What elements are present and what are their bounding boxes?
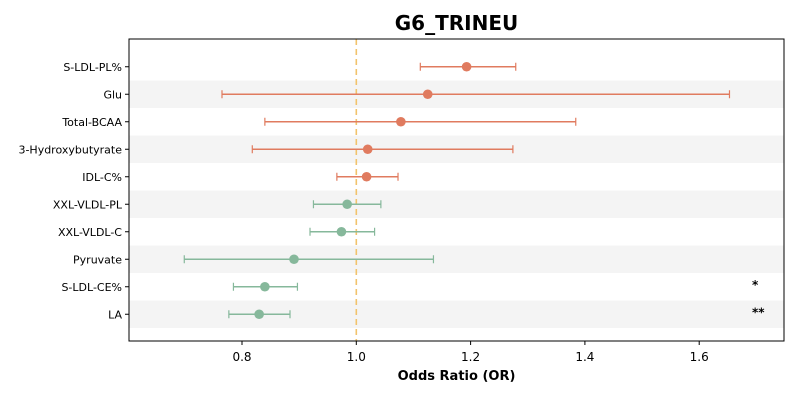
y-tick-label: XXL-VLDL-C — [58, 226, 122, 239]
point-estimate — [260, 281, 270, 292]
y-tick-label: Glu — [103, 88, 122, 101]
y-axis-ticks: S-LDL-PL% Glu Total-BCAA 3-Hydroxybutyrate I… — [18, 61, 129, 321]
point-estimate — [461, 61, 472, 72]
significance-marker: ** — [752, 305, 765, 319]
x-axis-label: Odds Ratio (OR) — [398, 369, 516, 384]
y-tick-label: S-LDL-PL% — [63, 61, 122, 74]
point-estimate — [361, 171, 372, 182]
point-estimate — [422, 89, 433, 100]
point-estimate — [342, 199, 352, 210]
y-tick-label: IDL-C% — [82, 171, 122, 184]
row-band — [129, 300, 784, 328]
point-estimate — [336, 226, 347, 237]
y-tick-label: 3-Hydroxybutyrate — [18, 143, 122, 156]
x-tick-label: 1.2 — [461, 350, 480, 364]
row-bands — [129, 80, 784, 328]
point-estimate — [289, 254, 299, 265]
y-tick-label: Pyruvate — [73, 253, 122, 266]
x-tick-label: 0.8 — [232, 350, 251, 364]
x-tick-label: 1.0 — [347, 350, 366, 364]
y-tick-label: S-LDL-CE% — [61, 281, 122, 294]
x-tick-label: 1.4 — [575, 350, 594, 364]
chart-title: G6_TRINEU — [395, 11, 518, 35]
x-tick-label: 1.6 — [690, 350, 709, 364]
row-band — [129, 190, 784, 218]
significance-marker: * — [752, 278, 759, 292]
y-tick-label: Total-BCAA — [61, 116, 122, 129]
y-tick-label: LA — [108, 308, 122, 321]
point-estimate — [254, 309, 264, 320]
plot-frame — [128, 38, 785, 342]
x-axis-ticks: 0.8 1.0 1.2 1.4 1.6 — [232, 341, 709, 364]
y-tick-label: XXL-VLDL-PL — [53, 198, 123, 211]
point-estimate — [396, 116, 406, 127]
point-estimate — [362, 144, 373, 155]
data-marks: *** — [183, 61, 765, 320]
